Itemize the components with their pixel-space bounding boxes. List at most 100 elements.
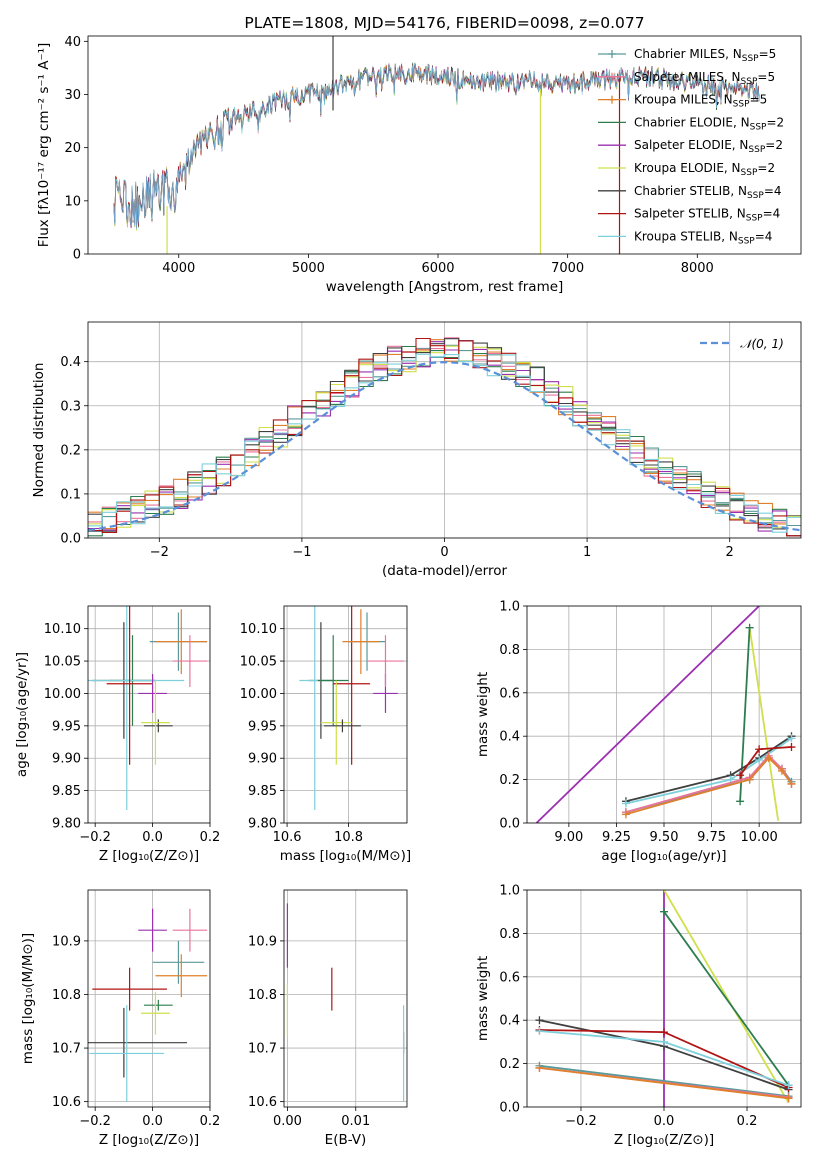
y-tick-label: 0 [73,248,81,263]
plus-marker [608,72,616,81]
y-tick-label: 10.00 [44,687,81,702]
observed-spectrum-line [113,64,760,228]
normal-curve [88,360,801,532]
plus-marker [787,734,796,743]
x-axis-label: mass [log₁₀(M/M⊙)] [280,848,411,864]
plus-marker [755,745,764,754]
data-point [138,674,167,713]
panel-residuals: −2 −1 0 1 2 0.0 0.1 0.2 0.3 0.4 (data-model)/error… [31,321,802,579]
plus-marker [535,1027,544,1036]
x-tick-label: 0.2 [737,1114,758,1129]
x-tick-label: 0.0 [654,1114,675,1129]
legend-subscript: SSP [741,77,758,87]
plus-marker [660,1028,668,1037]
legend-subscript: SSP [738,236,755,246]
plus-marker [784,1081,793,1090]
axes-frame [87,889,211,1108]
chart-title: PLATE=1808, MJD=54176, FIBERID=0098, z=0… [244,14,644,32]
x-tick-label: 10.00 [741,830,778,845]
legend: 𝒩(0, 1) [700,337,784,351]
axes: −2 −1 0 1 2 0.0 0.1 0.2 0.3 0.4 (data-model)/error… [31,321,802,579]
x-axis-label: Z [log₁₀(Z/Z⊙)] [99,848,199,864]
y-tick-label: 10.6 [52,1095,81,1110]
legend-text: Salpeter ELODIE, N [634,138,748,152]
x-tick-label: 4000 [162,261,195,276]
legend-suffix: =4 [763,207,781,221]
y-tick-label: 9.90 [248,752,277,767]
y-tick-label: 0.8 [499,927,520,942]
data-point [333,606,371,765]
x-axis-label: age [log₁₀(age/yr)] [601,848,726,864]
panel-age-vs-mass: 10.6 10.8 9.80 9.85 9.90 9.95 10.00 10.05 10.10 m… [240,605,411,864]
y-tick-label: 0.0 [60,532,81,547]
data-point [155,954,208,998]
legend-suffix: =5 [757,70,775,84]
legend-label: Kroupa ELODIE, NSSP=2 [634,161,775,178]
x-tick-label: −0.2 [79,1114,111,1129]
legend-label: Kroupa STELIB, NSSP=4 [634,229,772,246]
data-point [88,1007,188,1078]
panel-mass-vs-Z: −0.2 0.0 0.2 10.6 10.7 10.8 10.9 Z [log₁₀(Z/Z⊙)… [20,889,220,1148]
y-tick-label: 10.10 [44,622,81,637]
x-tick-label: 0 [440,545,448,560]
axes-frame [526,889,802,1108]
data-point [89,1005,165,1102]
axes: 9.00 9.25 9.50 9.75 10.00 0.0 0.2 0.4 0.6 0.8 1.0 a… [475,600,802,864]
legend-text: Chabrier STELIB, N [634,184,747,198]
y-tick-label: 10.9 [248,934,277,949]
y-tick-label: 20 [64,141,81,156]
plot-area [527,890,801,1107]
data-point [152,940,205,984]
y-tick-label: 9.90 [52,752,81,767]
y-tick-label: 1.0 [499,884,520,899]
plus-marker [777,766,786,775]
plus-marker [787,743,796,752]
panel-mass-vs-EBV: 0.00 0.01 10.6 10.7 10.8 10.9 E(B-V) [248,889,408,1148]
data-point [323,719,361,733]
legend-text: Chabrier MILES, N [634,47,742,61]
data-point [141,680,170,765]
legend-text: Salpeter MILES, N [634,70,741,84]
y-tick-label: 9.80 [52,817,81,832]
y-tick-label: 10.8 [52,988,81,1003]
y-tick-label: 0.4 [499,730,520,745]
plus-marker [621,810,630,819]
y-tick-label: 9.85 [248,784,277,799]
x-tick-label: 9.25 [602,830,631,845]
plot-area [284,606,407,823]
y-axis-label: Flux [fλ10⁻¹⁷ erg cm⁻² s⁻¹ A⁻¹] [36,43,52,248]
legend-label: 𝒩(0, 1) [740,337,784,351]
axes: −0.2 0.0 0.2 10.6 10.7 10.8 10.9 Z [log₁₀(Z/Z⊙)… [20,889,220,1148]
histogram-step [88,353,801,533]
x-axis-label: (data-model)/error [382,563,508,579]
legend-subscript: SSP [742,54,759,64]
legend-suffix: =4 [764,184,782,198]
legend-suffix: =5 [750,93,768,107]
legend-subscript: SSP [733,100,750,110]
y-tick-label: 10.7 [248,1042,277,1057]
y-tick-label: 10 [64,194,81,209]
plus-marker [755,756,764,765]
y-tick-label: 0.4 [60,355,81,370]
axes-frame [283,605,408,824]
legend-suffix: =2 [765,138,783,152]
y-tick-label: 0.8 [499,643,520,658]
plot-area [88,322,801,538]
x-tick-label: −0.2 [79,830,111,845]
y-tick-label: 9.80 [248,817,277,832]
panel-age-vs-Z: −0.2 0.0 0.2 9.80 9.85 9.90 9.95 10.00 10.05 10.1… [14,605,220,864]
plot-area [527,606,801,823]
axes: 0.00 0.01 10.6 10.7 10.8 10.9 E(B-V) [248,889,408,1148]
y-axis-label: Normed distribution [31,363,47,498]
legend-suffix: =4 [755,229,773,243]
x-tick-label: 6000 [421,261,454,276]
plus-marker [787,779,796,788]
weight-line [535,606,760,823]
y-axis-label: age [log₁₀(age/yr)] [14,652,30,777]
y-tick-label: 0.3 [60,399,81,414]
data-point [172,635,208,687]
legend-label: Kroupa MILES, NSSP=5 [634,93,767,110]
y-tick-label: 10.9 [52,934,81,949]
plus-marker [621,799,630,808]
y-tick-label: 10.8 [248,988,277,1003]
